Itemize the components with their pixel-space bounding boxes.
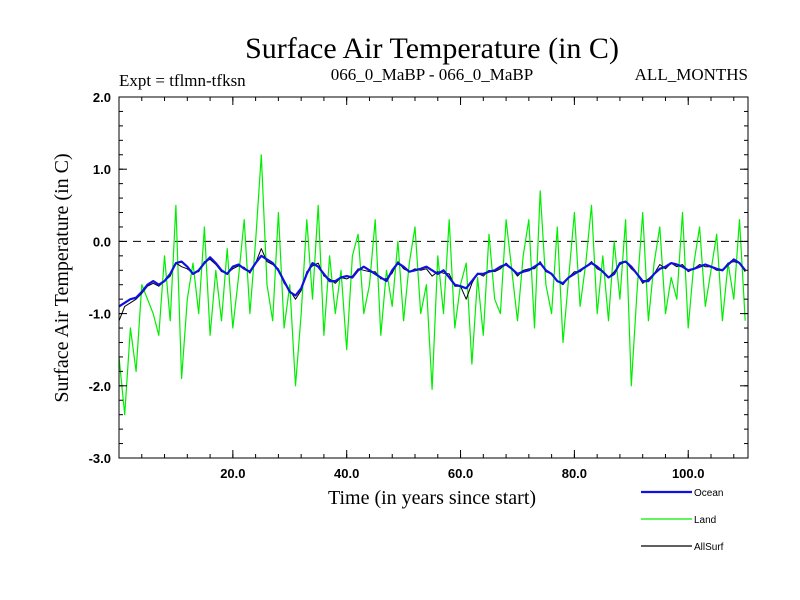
- x-tick-label: 100.0: [672, 466, 705, 481]
- series-line-ocean: [119, 254, 747, 308]
- x-tick-label: 60.0: [448, 466, 473, 481]
- subtitle-experiment: Expt = tflmn-tfksn: [119, 71, 246, 90]
- subtitle-months: ALL_MONTHS: [635, 65, 748, 84]
- x-axis-label: Time (in years since start): [328, 487, 536, 509]
- y-tick-label: 2.0: [93, 90, 111, 105]
- series-layer: [119, 154, 748, 416]
- plot-frame: [118, 96, 749, 459]
- axis-layer: 2.0 1.0 0.0 -1.0 -2.0 -3.0 20.0 40.0 60.0 80.0 100…: [89, 90, 748, 481]
- legend-label-land: Land: [694, 515, 716, 526]
- chart-title: Surface Air Temperature (in C): [245, 32, 619, 65]
- y-axis-label: Surface Air Temperature (in C): [51, 153, 73, 402]
- series-line-land: [119, 154, 746, 416]
- y-tick-label: 1.0: [93, 162, 111, 177]
- legend-label-allsurf: AllSurf: [694, 542, 724, 553]
- y-tick-label: -3.0: [89, 451, 111, 466]
- y-tick-label: -2.0: [89, 379, 111, 394]
- legend-label-ocean: Ocean: [694, 488, 723, 499]
- x-tick-label: 40.0: [334, 466, 359, 481]
- y-tick-label: 0.0: [93, 234, 111, 249]
- x-tick-label: 20.0: [220, 466, 245, 481]
- subtitle-periods: 066_0_MaBP - 066_0_MaBP: [331, 65, 533, 84]
- legend: Ocean Land AllSurf: [641, 488, 724, 553]
- x-tick-label: 80.0: [562, 466, 587, 481]
- y-tick-label: -1.0: [89, 307, 111, 322]
